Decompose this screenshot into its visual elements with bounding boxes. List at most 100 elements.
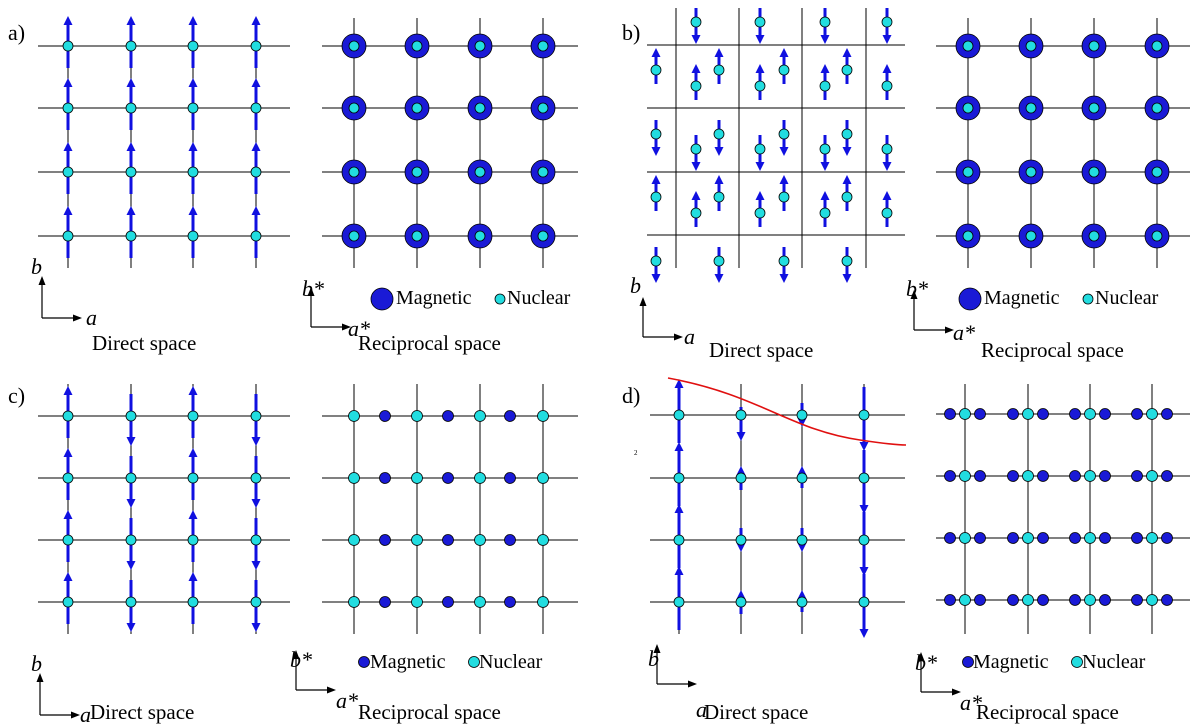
panel-d-magnetic-peak xyxy=(1070,409,1081,420)
panel-d-magnetic-peak xyxy=(975,533,986,544)
panel-d-magnetic-peak xyxy=(1070,595,1081,606)
panel-d-magnetic-peak xyxy=(1162,533,1173,544)
panel-d-atom xyxy=(736,410,746,420)
panel-d-nuclear-peak xyxy=(1147,595,1158,606)
panel-d-atom xyxy=(797,473,807,483)
panel-c-spin-arrow-head xyxy=(127,623,136,632)
panel-d-direct-axes-x-arrowhead xyxy=(688,681,697,688)
panel-d-magnetic-peak xyxy=(1132,533,1143,544)
panel-d-atom xyxy=(674,597,684,607)
panel-a-spin-arrow-head xyxy=(252,78,261,87)
panel-d-legend-magnetic-symbol xyxy=(963,657,974,668)
panel-a-spin-arrow-head xyxy=(189,16,198,25)
panel-c-legend-nuclear-symbol xyxy=(469,657,480,668)
panel-c-magnetic-peak xyxy=(505,473,516,484)
panel-a-spin-arrow-head xyxy=(127,78,136,87)
panel-c-magnetic-peak xyxy=(443,535,454,546)
panel-b-atom xyxy=(842,65,852,75)
panel-a-legend-magnetic: Magnetic xyxy=(396,288,472,308)
panel-a-recip-bstar-label: b* xyxy=(302,278,324,300)
panel-c-atom xyxy=(251,473,261,483)
panel-d-magnetic-peak xyxy=(1100,595,1111,606)
panel-b-atom xyxy=(691,208,701,218)
panel-b-direct-axes-x-arrowhead xyxy=(674,334,683,341)
panel-a-direct-axes-x-arrowhead xyxy=(73,315,82,322)
panel-b-spin-arrow-head xyxy=(652,274,661,283)
panel-a-legend-magnetic-symbol xyxy=(371,288,393,310)
panel-d-atom xyxy=(859,473,869,483)
panel-c-atom xyxy=(63,473,73,483)
panel-d-magnetic-peak xyxy=(945,595,956,606)
panel-d-nuclear-peak xyxy=(1147,471,1158,482)
panel-c-spin-arrow-head xyxy=(64,572,73,581)
panel-b-atom xyxy=(779,192,789,202)
panel-d-small-mark: 2 xyxy=(634,450,638,457)
panel-d-legend-nuclear: Nuclear xyxy=(1082,652,1145,672)
panel-b-spin-arrow-head xyxy=(780,48,789,57)
panel-a-atom xyxy=(63,231,73,241)
panel-d-magnetic-peak xyxy=(1162,471,1173,482)
panel-d-magnetic-peak xyxy=(1008,471,1019,482)
panel-b-spin-arrow-head xyxy=(883,64,892,73)
panel-b-spin-arrow-head xyxy=(821,191,830,200)
panel-a-letter: a) xyxy=(8,22,25,44)
panel-d-nuclear-peak xyxy=(960,595,971,606)
panel-b-spin-arrow-head xyxy=(652,175,661,184)
panel-a-nuclear-peak xyxy=(349,167,359,177)
panel-a-atom xyxy=(251,231,261,241)
panel-b-atom xyxy=(882,81,892,91)
panel-d-legend-magnetic: Magnetic xyxy=(973,652,1049,672)
panel-c-nuclear-peak xyxy=(538,411,549,422)
panel-b-atom xyxy=(714,129,724,139)
panel-d-magnetic-peak xyxy=(1038,533,1049,544)
panel-d-nuclear-peak xyxy=(1023,409,1034,420)
panel-c-nuclear-peak xyxy=(349,597,360,608)
panel-b-atom xyxy=(779,65,789,75)
panel-d-modulation-curve xyxy=(668,378,906,445)
panel-c-nuclear-peak xyxy=(349,473,360,484)
panel-b-atom xyxy=(842,256,852,266)
panel-c-magnetic-peak xyxy=(505,597,516,608)
panel-b-direct-axes-y-arrowhead xyxy=(640,297,647,306)
panel-c-magnetic-peak xyxy=(380,535,391,546)
panel-d-nuclear-peak xyxy=(1147,533,1158,544)
panel-c-legend-magnetic: Magnetic xyxy=(370,652,446,672)
panel-b-nuclear-peak xyxy=(963,41,973,51)
panel-b-atom xyxy=(820,81,830,91)
panel-c-atom xyxy=(188,473,198,483)
panel-d-atom xyxy=(859,535,869,545)
panel-c-direct-caption: Direct space xyxy=(90,702,194,723)
panel-d-magnetic-peak xyxy=(1038,471,1049,482)
panel-b-atom xyxy=(820,17,830,27)
panel-b-legend-nuclear-symbol xyxy=(1083,294,1093,304)
panel-d-magnetic-peak xyxy=(1008,533,1019,544)
panel-d-atom xyxy=(674,410,684,420)
panel-a-spin-arrow-head xyxy=(64,206,73,215)
panel-d-legend-nuclear-symbol xyxy=(1072,657,1083,668)
panel-b-spin-arrow-head xyxy=(883,191,892,200)
panel-c-nuclear-peak xyxy=(475,411,486,422)
panel-b-letter: b) xyxy=(622,22,640,44)
panel-c-atom xyxy=(251,535,261,545)
panel-a-nuclear-peak xyxy=(349,103,359,113)
panel-b-spin-arrow-head xyxy=(756,35,765,44)
panel-b-atom xyxy=(779,256,789,266)
panel-b-nuclear-peak xyxy=(1152,41,1162,51)
panel-c-magnetic-peak xyxy=(505,535,516,546)
panel-b-spin-arrow-head xyxy=(692,191,701,200)
panel-c-recip-bstar-label: b* xyxy=(290,649,312,671)
panel-d-nuclear-peak xyxy=(1023,471,1034,482)
panel-c-nuclear-peak xyxy=(538,473,549,484)
panel-a-spin-arrow-head xyxy=(189,206,198,215)
panel-a-nuclear-peak xyxy=(349,41,359,51)
panel-c-atom xyxy=(126,535,136,545)
panel-a-atom xyxy=(188,167,198,177)
panel-c-magnetic-peak xyxy=(443,411,454,422)
panel-c-atom xyxy=(63,535,73,545)
panel-b-atom xyxy=(714,256,724,266)
panel-c-nuclear-peak xyxy=(412,473,423,484)
panel-d-atom xyxy=(859,410,869,420)
panel-c-atom xyxy=(251,597,261,607)
panel-c-spin-arrow-head xyxy=(189,572,198,581)
panel-d-spin-arrow-head xyxy=(675,566,684,575)
